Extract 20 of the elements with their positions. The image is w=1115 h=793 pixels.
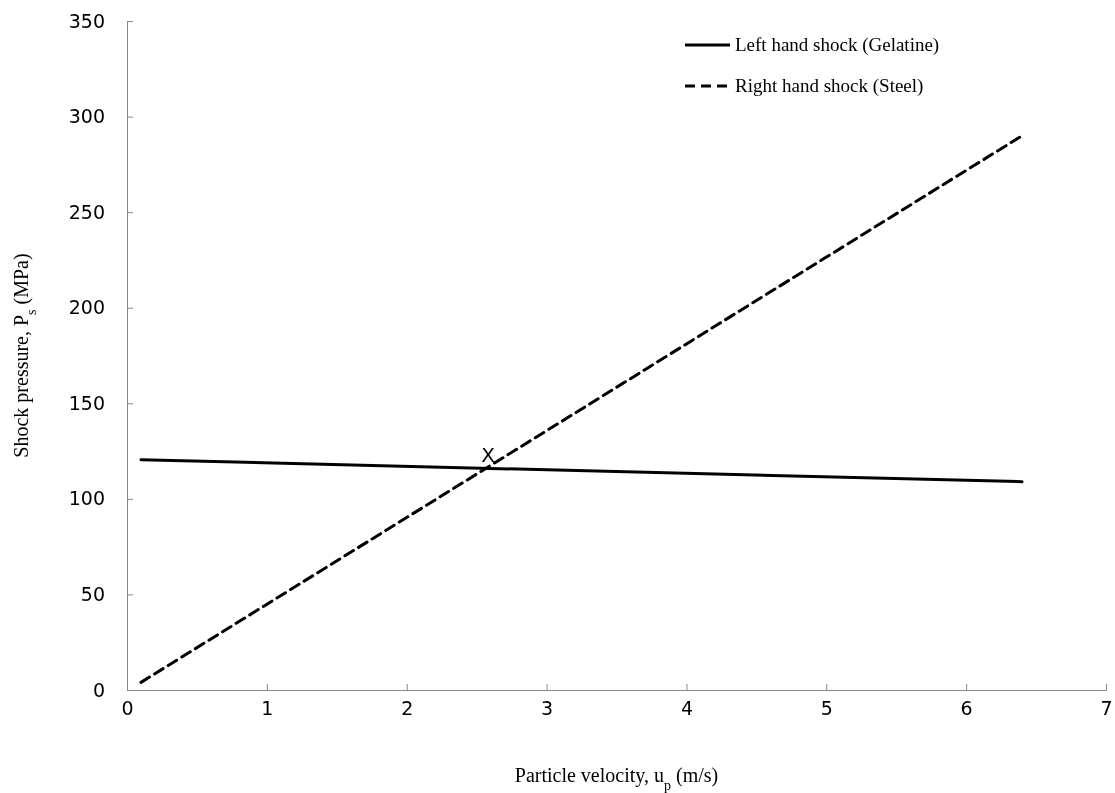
x-tick-label: 4 bbox=[680, 697, 693, 720]
y-tick-label: 0 bbox=[92, 678, 105, 701]
legend-label: Left hand shock (Gelatine) bbox=[735, 34, 940, 56]
y-tick-label: 350 bbox=[68, 9, 105, 32]
annotation: X bbox=[481, 443, 496, 468]
y-tick-label: 50 bbox=[80, 583, 105, 606]
legend-label: Right hand shock (Steel) bbox=[735, 75, 924, 97]
x-axis-title: Particle velocity, u$_{p}$ (m/s) bbox=[514, 764, 719, 793]
y-tick-label: 250 bbox=[68, 200, 105, 223]
x-tick-label: 7 bbox=[1100, 697, 1113, 720]
x-tick-label: 6 bbox=[960, 697, 973, 720]
x-tick-label: 2 bbox=[401, 697, 414, 720]
x-tick-label: 5 bbox=[820, 697, 833, 720]
y-tick-label: 200 bbox=[68, 296, 105, 319]
y-tick-label: 150 bbox=[68, 391, 105, 414]
x-tick-label: 0 bbox=[121, 697, 134, 720]
x-tick-label: 1 bbox=[261, 697, 274, 720]
y-tick-label: 100 bbox=[68, 487, 105, 510]
y-tick-label: 300 bbox=[68, 105, 105, 128]
x-tick-label: 3 bbox=[541, 697, 554, 720]
